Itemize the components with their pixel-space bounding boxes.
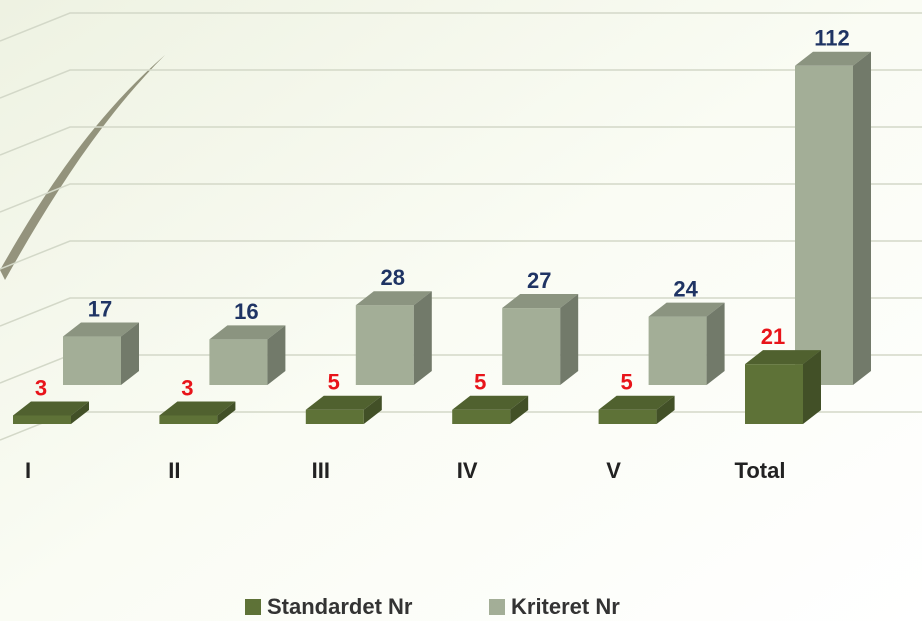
- bar: [355, 291, 432, 385]
- bar-side: [121, 322, 139, 385]
- bar: [159, 401, 236, 424]
- value-label: 5: [620, 370, 632, 395]
- bar-top: [452, 395, 529, 410]
- bar-front: [305, 409, 364, 424]
- value-label: 5: [474, 370, 486, 395]
- bar: [305, 395, 382, 424]
- value-label: 3: [35, 375, 47, 400]
- bar-top: [63, 322, 139, 337]
- value-label: 17: [88, 296, 112, 321]
- bar-top: [209, 325, 286, 340]
- bar: [209, 325, 286, 385]
- x-tick-label: I: [25, 458, 31, 483]
- bar-side: [853, 51, 871, 386]
- value-label: 112: [814, 26, 850, 51]
- bar: [502, 294, 579, 385]
- bar-top: [502, 294, 579, 309]
- bar-front: [648, 316, 707, 385]
- bar-front: [355, 305, 414, 385]
- bar: [63, 322, 139, 385]
- bar-top: [598, 395, 675, 410]
- grid-line: [0, 183, 922, 213]
- bar: [452, 395, 529, 424]
- legend-label: Kriteret Nr: [511, 594, 620, 619]
- bar-top: [795, 51, 871, 66]
- legend-swatch: [245, 599, 261, 615]
- value-label: 5: [328, 370, 340, 395]
- x-tick-label: IV: [457, 458, 478, 483]
- bar-side: [413, 291, 432, 385]
- value-label: 16: [234, 299, 258, 324]
- decor-stroke: [0, 55, 165, 280]
- bar-front: [452, 409, 511, 424]
- bar-side: [560, 294, 579, 385]
- bar-front: [159, 415, 218, 424]
- bar-side: [706, 302, 725, 385]
- bar-side: [803, 350, 821, 424]
- bar-front: [63, 336, 121, 385]
- grid-line: [0, 69, 922, 99]
- bar-top: [159, 401, 236, 416]
- bar-side: [217, 401, 236, 424]
- value-label: 21: [761, 324, 785, 349]
- value-label: 24: [673, 276, 698, 301]
- legend-label: Standardet Nr: [267, 594, 413, 619]
- x-tick-label: Total: [735, 458, 786, 483]
- bar-top: [305, 395, 382, 410]
- bar-top: [648, 302, 725, 317]
- bar-front: [209, 339, 268, 385]
- value-label: 28: [381, 265, 405, 290]
- bar-side: [267, 325, 286, 385]
- bar-top: [13, 401, 89, 416]
- value-label: 27: [527, 268, 551, 293]
- grid-line: [0, 126, 922, 156]
- x-tick-label: V: [606, 458, 621, 483]
- bar-top: [355, 291, 432, 306]
- bar-side: [363, 395, 382, 424]
- legend-swatch: [489, 599, 505, 615]
- bar-side: [71, 401, 89, 424]
- bar-side: [656, 395, 675, 424]
- grid-line: [0, 12, 922, 42]
- value-label: 3: [181, 375, 193, 400]
- bar: [648, 302, 725, 385]
- x-tick-label: III: [312, 458, 330, 483]
- bar: [795, 51, 871, 386]
- grid-line: [0, 297, 922, 327]
- bar-side: [510, 395, 529, 424]
- bar: [13, 401, 89, 424]
- bar-front: [502, 308, 561, 385]
- bar-front: [795, 65, 853, 386]
- bar-front: [13, 415, 71, 424]
- bar-top: [745, 350, 821, 365]
- bar: [745, 350, 821, 424]
- bar-front: [598, 409, 657, 424]
- x-tick-label: II: [168, 458, 180, 483]
- grid-line: [0, 240, 922, 270]
- bar: [598, 395, 675, 424]
- bar-front: [745, 364, 803, 424]
